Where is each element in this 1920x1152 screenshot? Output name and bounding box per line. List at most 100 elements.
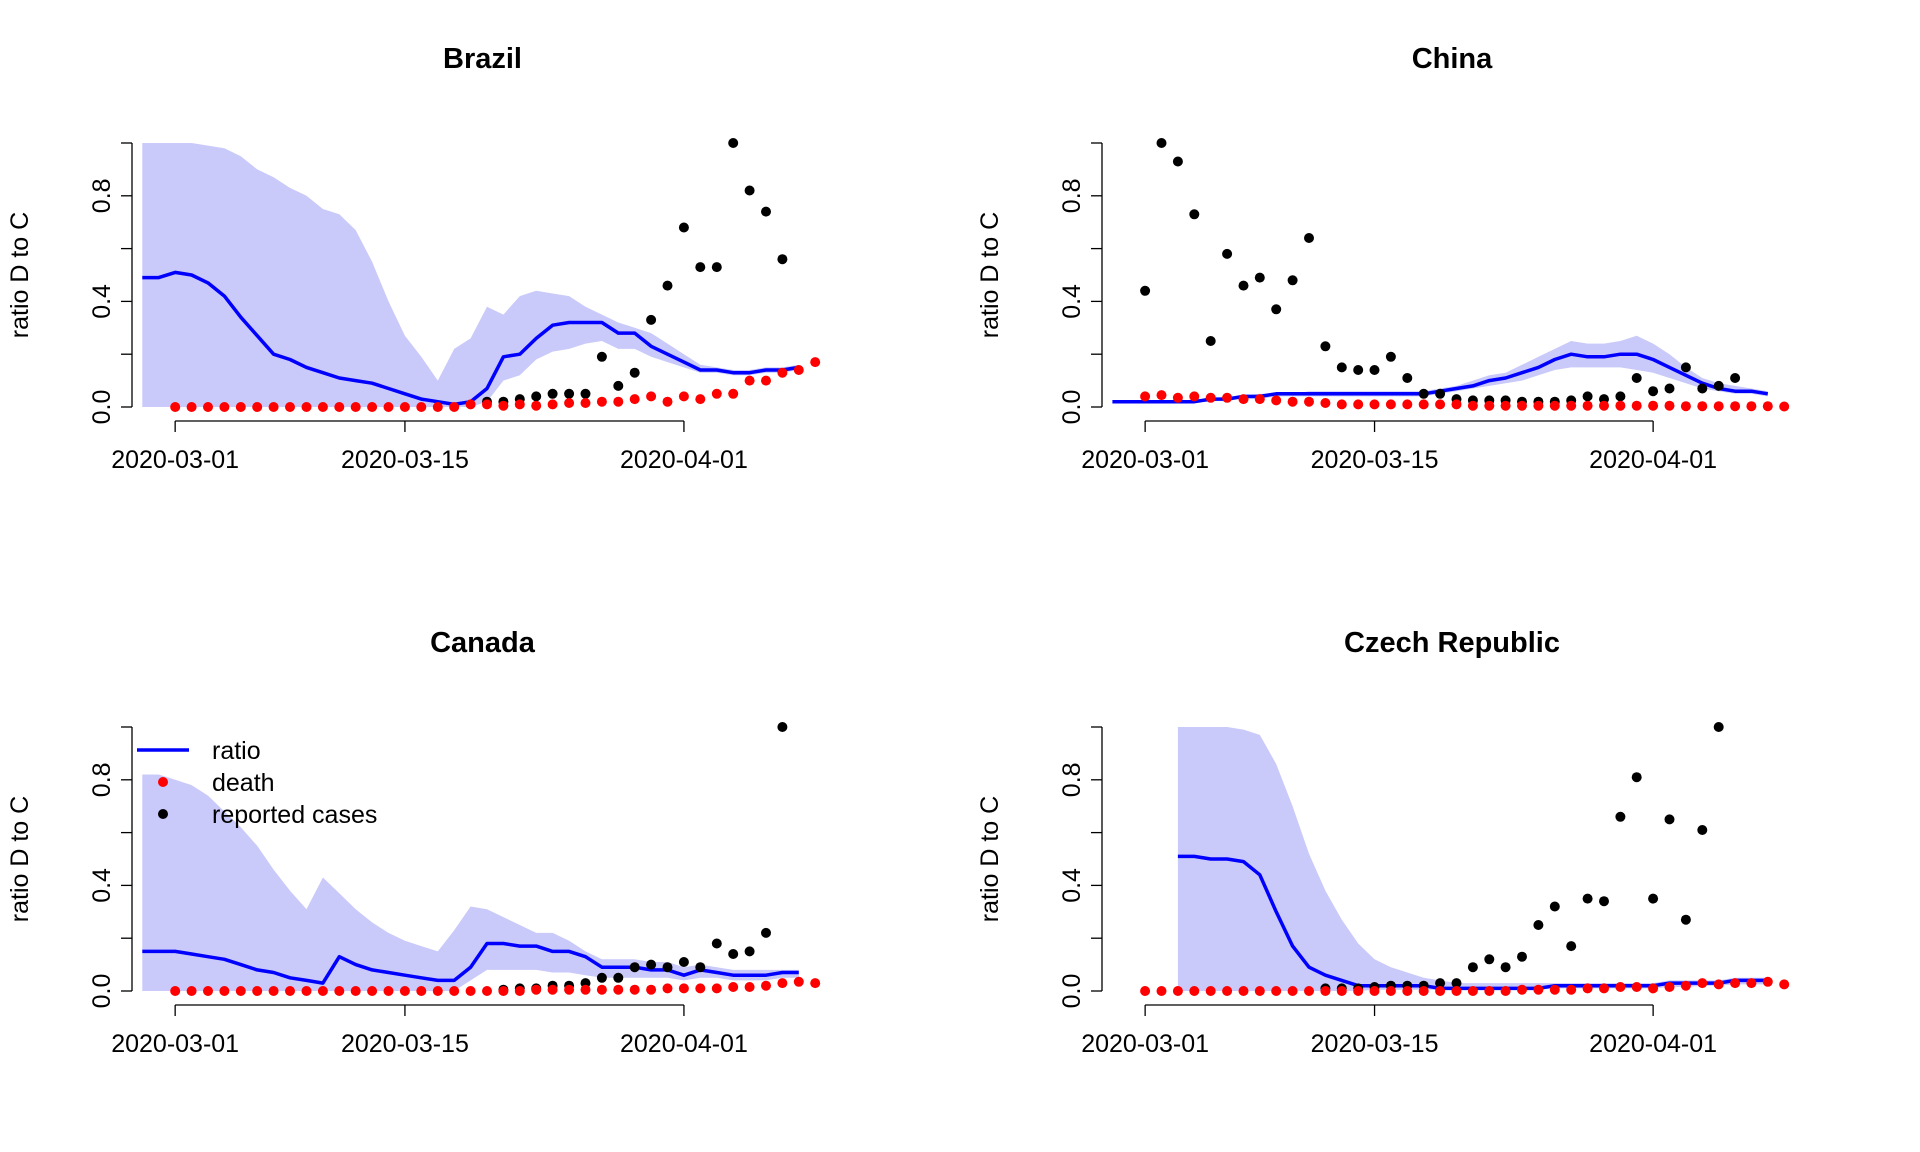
death-point xyxy=(482,399,492,410)
legend: ratio death reported cases xyxy=(137,737,377,829)
legend-reported-swatch xyxy=(158,809,168,819)
death-point xyxy=(695,394,706,405)
y-tick-label: 0.8 xyxy=(88,762,116,797)
death-point xyxy=(1697,401,1708,412)
death-point xyxy=(432,986,443,996)
death-point xyxy=(285,402,295,412)
reported-cases-point xyxy=(711,938,722,949)
death-point xyxy=(1599,400,1609,411)
death-point xyxy=(1435,986,1446,996)
death-point xyxy=(1484,400,1495,411)
legend-death-label: death xyxy=(212,769,275,797)
death-point xyxy=(695,983,706,994)
reported-cases-point xyxy=(629,962,640,973)
death-point xyxy=(1353,399,1364,410)
reported-cases-point xyxy=(1599,896,1609,907)
reported-cases-point xyxy=(1713,380,1724,391)
death-point xyxy=(1287,396,1298,407)
reported-cases-point xyxy=(1615,391,1626,402)
death-point xyxy=(1713,401,1724,412)
death-point xyxy=(350,986,361,996)
reported-cases-point xyxy=(564,388,575,399)
death-point xyxy=(235,986,246,996)
death-point xyxy=(596,396,607,407)
death-point xyxy=(1304,396,1314,407)
death-point xyxy=(646,984,657,995)
death-point xyxy=(268,402,279,412)
death-point xyxy=(1549,400,1560,411)
death-point xyxy=(1172,986,1183,996)
death-point xyxy=(1140,391,1151,402)
death-point xyxy=(252,986,263,996)
death-point xyxy=(1779,979,1790,990)
reported-cases-point xyxy=(1156,138,1167,148)
reported-cases-point xyxy=(629,367,640,378)
death-point xyxy=(728,982,739,992)
y-axis-title: ratio D to C xyxy=(6,212,34,338)
reported-cases-point xyxy=(596,972,607,983)
reported-cases-point xyxy=(678,222,689,233)
ratio-band xyxy=(1112,335,1768,402)
reported-cases-point xyxy=(596,351,607,362)
reported-cases-point xyxy=(728,949,739,959)
reported-cases-point xyxy=(761,206,771,217)
death-point xyxy=(580,398,591,408)
y-tick-label: 0.0 xyxy=(88,974,116,1009)
panel-czech-republic: Czech Republic 0.0 0.4 0.8 ratio D to C 2020-… xyxy=(976,627,1790,1058)
reported-cases-point xyxy=(1566,941,1577,952)
death-point xyxy=(564,984,575,995)
death-point xyxy=(301,402,312,412)
death-point xyxy=(1402,986,1413,996)
death-point xyxy=(1648,400,1659,411)
reported-cases-point xyxy=(1500,962,1511,973)
death-point xyxy=(350,402,361,412)
death-point xyxy=(629,394,640,405)
death-point xyxy=(711,388,722,399)
death-point xyxy=(1336,399,1347,410)
death-point xyxy=(613,396,624,407)
reported-cases-point xyxy=(1435,978,1446,989)
reported-cases-point xyxy=(728,138,739,148)
death-point xyxy=(629,984,640,995)
death-point xyxy=(1205,986,1216,996)
death-point xyxy=(465,399,476,410)
death-point xyxy=(1746,978,1757,989)
reported-cases-point xyxy=(1631,772,1642,783)
death-point xyxy=(662,396,673,407)
reported-cases-point xyxy=(1680,362,1691,373)
death-point xyxy=(285,986,295,996)
death-point xyxy=(1271,395,1282,406)
death-point xyxy=(1238,394,1249,405)
death-point xyxy=(531,984,542,995)
reported-cases-point xyxy=(1304,233,1314,243)
death-point xyxy=(170,986,181,996)
ratio-band xyxy=(1177,727,1768,991)
death-point xyxy=(1222,986,1233,996)
death-point xyxy=(1320,986,1331,996)
death-point xyxy=(1156,390,1167,401)
x-tick-label: 2020-03-15 xyxy=(341,1030,469,1058)
death-point xyxy=(399,402,410,412)
death-point xyxy=(1517,984,1527,995)
death-point xyxy=(777,367,788,378)
reported-cases-point xyxy=(662,962,673,973)
death-point xyxy=(1484,986,1495,996)
reported-cases-point xyxy=(711,262,722,273)
death-point xyxy=(186,402,197,412)
death-point xyxy=(744,982,755,992)
death-point xyxy=(334,402,345,412)
legend-reported-label: reported cases xyxy=(212,801,377,829)
y-tick-label: 0.4 xyxy=(88,868,116,903)
death-point xyxy=(547,984,558,995)
death-point xyxy=(1140,986,1151,996)
death-point xyxy=(383,986,394,996)
reported-cases-point xyxy=(646,314,657,325)
reported-cases-point xyxy=(613,380,624,391)
death-point xyxy=(761,375,771,386)
death-point xyxy=(1549,984,1560,995)
death-point xyxy=(186,986,197,996)
death-point xyxy=(1500,986,1511,996)
death-point xyxy=(432,402,443,412)
death-point xyxy=(1222,392,1233,403)
